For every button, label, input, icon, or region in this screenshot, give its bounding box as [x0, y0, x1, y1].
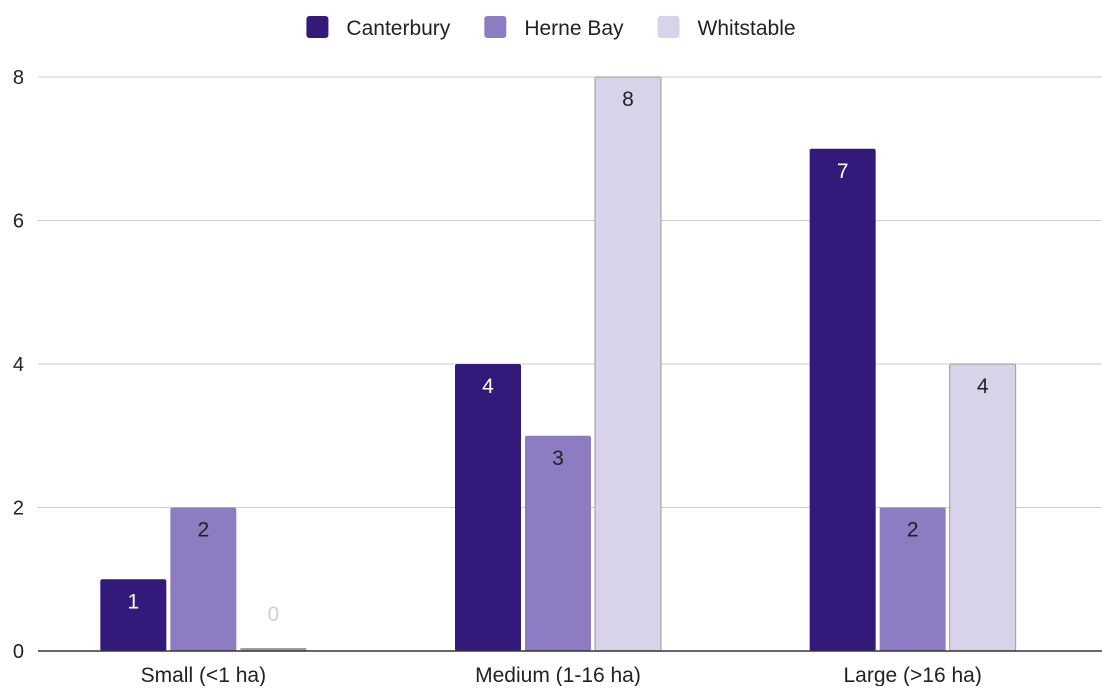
x-tick-label: Small (<1 ha) [141, 664, 266, 686]
bar [170, 507, 237, 651]
legend-swatch [484, 16, 507, 38]
legend: Canterbury Herne Bay Whitstable [306, 16, 796, 40]
data-label: 3 [552, 447, 564, 470]
legend-swatch [306, 16, 329, 38]
data-label: 2 [197, 519, 209, 542]
y-tick-label: 2 [13, 498, 24, 520]
y-tick-label: 4 [13, 354, 24, 376]
data-label: 2 [907, 519, 919, 542]
y-tick-label: 8 [13, 67, 24, 89]
data-label: 0 [267, 603, 279, 626]
bar [949, 363, 1017, 652]
legend-item: Whitstable [657, 16, 796, 40]
bar [809, 148, 876, 651]
bar [525, 435, 591, 651]
x-axis-ticks: Small (<1 ha) Medium (1-16 ha) Large (>16 … [141, 664, 982, 687]
legend-item: Herne Bay [484, 16, 624, 40]
data-labels: 1 2 0 4 3 8 7 2 4 [127, 88, 988, 626]
legend-item: Canterbury [306, 16, 451, 40]
data-label: 1 [127, 590, 139, 613]
y-tick-label: 0 [13, 641, 24, 663]
bars [100, 76, 1017, 652]
bar [100, 579, 167, 651]
legend-swatch [657, 16, 680, 38]
data-label: 4 [977, 375, 989, 398]
legend-label: Canterbury [346, 17, 450, 40]
y-tick-label: 6 [13, 211, 24, 233]
bar [879, 507, 946, 651]
bar [594, 76, 662, 652]
bar [455, 364, 521, 651]
data-label: 7 [837, 160, 849, 183]
data-label: 8 [622, 88, 634, 111]
y-axis-ticks: 0 2 4 6 8 [13, 67, 24, 663]
legend-label: Whitstable [698, 17, 796, 40]
x-tick-label: Large (>16 ha) [843, 664, 981, 686]
data-label: 4 [482, 375, 494, 398]
legend-label: Herne Bay [524, 17, 624, 40]
bar [240, 648, 307, 651]
x-tick-label: Medium (1-16 ha) [475, 664, 641, 686]
